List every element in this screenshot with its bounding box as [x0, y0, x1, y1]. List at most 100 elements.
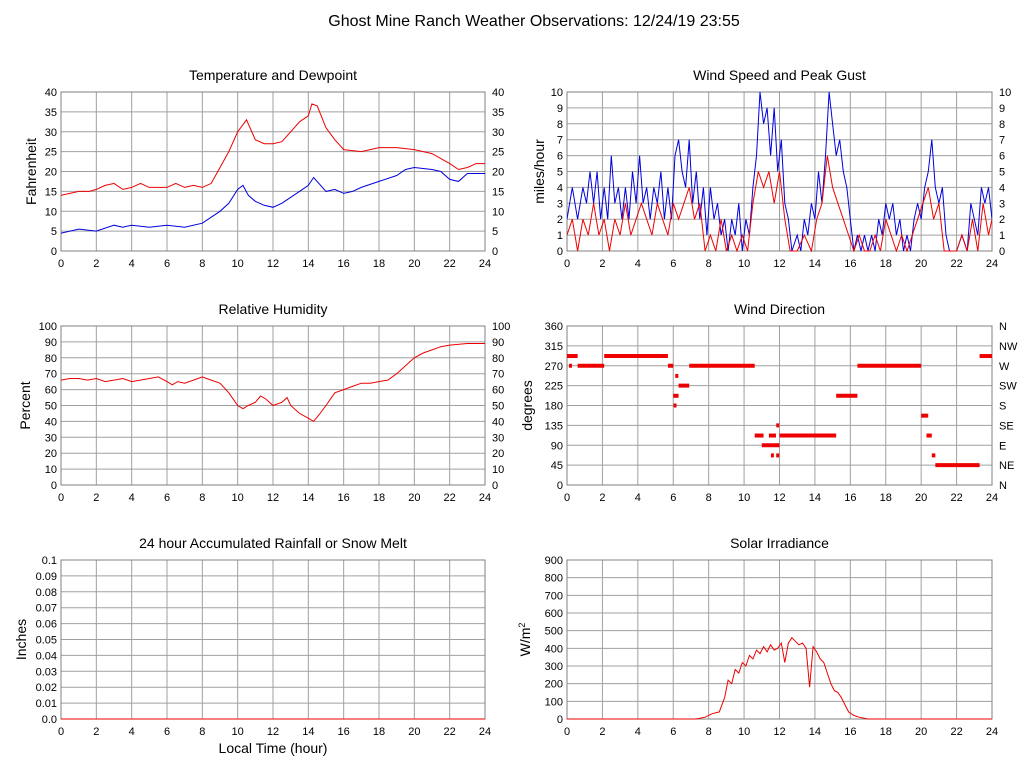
series-line-1 — [567, 636, 992, 720]
right-y-tick-label: 40 — [492, 416, 504, 428]
y-tick-label: 70 — [45, 369, 57, 381]
y-axis-label: miles/hour — [531, 139, 547, 204]
x-tick-label: 6 — [164, 492, 170, 504]
x-tick-label: 22 — [950, 258, 962, 270]
y-tick-label: 30 — [45, 432, 57, 444]
chart-panel-5: 24 hour Accumulated Rainfall or Snow Mel… — [13, 535, 491, 738]
y-tick-label: 0.02 — [36, 682, 57, 694]
y-tick-label: 0.1 — [42, 555, 57, 567]
x-tick-label: 0 — [564, 258, 570, 270]
x-tick-label: 10 — [738, 258, 750, 270]
right-y-tick-label: 0 — [492, 480, 498, 492]
right-y-tick-label: 100 — [492, 321, 510, 333]
x-tick-label: 14 — [302, 726, 314, 738]
x-tick-label: 8 — [706, 492, 712, 504]
y-tick-label: 3 — [557, 198, 563, 210]
wind-direction-point — [776, 423, 780, 428]
x-tick-label: 12 — [267, 492, 279, 504]
x-tick-label: 6 — [164, 726, 170, 738]
x-tick-label: 20 — [408, 726, 420, 738]
right-y-tick-label: 20 — [492, 167, 504, 179]
x-tick-label: 18 — [373, 258, 385, 270]
x-tick-label: 22 — [950, 492, 962, 504]
right-y-tick-label: 0 — [999, 246, 1005, 258]
right-y-tick-label: 90 — [492, 337, 504, 349]
x-tick-label: 12 — [773, 726, 785, 738]
right-y-tick-label: 50 — [492, 401, 504, 413]
wind-direction-point — [675, 373, 679, 378]
x-tick-label: 14 — [809, 726, 821, 738]
y-tick-label: 400 — [545, 643, 563, 655]
y-axis-label: W/m2 — [517, 623, 533, 657]
page-title: Ghost Mine Ranch Weather Observations: 1… — [328, 13, 740, 30]
x-tick-label: 2 — [93, 492, 99, 504]
y-tick-label: 315 — [545, 341, 563, 353]
y-tick-label: 0 — [557, 480, 563, 492]
y-tick-label: 60 — [45, 385, 57, 397]
x-tick-label: 14 — [302, 492, 314, 504]
x-tick-label: 4 — [635, 258, 641, 270]
x-tick-label: 16 — [844, 726, 856, 738]
x-tick-label: 6 — [670, 492, 676, 504]
x-tick-label: 10 — [232, 492, 244, 504]
y-tick-label: 360 — [545, 321, 563, 333]
y-tick-label: 0 — [557, 714, 563, 726]
right-y-tick-label: 15 — [492, 186, 504, 198]
chart-title: Temperature and Dewpoint — [189, 67, 357, 83]
x-tick-label: 8 — [706, 258, 712, 270]
y-tick-label: 0.06 — [36, 619, 57, 631]
plot-frame — [60, 325, 486, 486]
plot-area — [61, 343, 485, 423]
y-tick-label: 9 — [557, 103, 563, 115]
right-y-tick-label: N — [999, 480, 1007, 492]
y-tick-label: 0.03 — [36, 666, 57, 678]
x-tick-label: 4 — [635, 492, 641, 504]
y-tick-label: 35 — [45, 107, 57, 119]
y-tick-label: 5 — [557, 167, 563, 179]
y-tick-label: 20 — [45, 448, 57, 460]
y-axis-label: Percent — [17, 381, 33, 429]
y-tick-label: 90 — [45, 337, 57, 349]
x-tick-label: 12 — [267, 258, 279, 270]
x-tick-label: 16 — [338, 726, 350, 738]
right-y-tick-label: SW — [999, 381, 1017, 393]
x-tick-label: 8 — [199, 492, 205, 504]
right-y-tick-label: 10 — [999, 87, 1011, 99]
y-tick-label: 180 — [545, 401, 563, 413]
y-tick-label: 1 — [557, 230, 563, 242]
y-tick-label: 50 — [45, 401, 57, 413]
chart-title: Relative Humidity — [219, 301, 328, 317]
x-tick-label: 20 — [915, 726, 927, 738]
y-tick-label: 4 — [557, 182, 563, 194]
x-tick-label: 12 — [773, 492, 785, 504]
x-tick-label: 16 — [338, 492, 350, 504]
right-y-tick-label: N — [999, 321, 1007, 333]
x-axis-title: Local Time (hour) — [219, 740, 328, 756]
wind-direction-point — [569, 363, 573, 368]
x-tick-label: 16 — [844, 258, 856, 270]
plot-frame — [566, 91, 993, 252]
y-tick-label: 0 — [51, 480, 57, 492]
right-y-tick-label: 5 — [492, 226, 498, 238]
y-tick-label: 6 — [557, 151, 563, 163]
x-tick-label: 8 — [199, 726, 205, 738]
right-y-tick-label: W — [999, 361, 1010, 373]
x-tick-label: 4 — [129, 492, 135, 504]
y-tick-label: 200 — [545, 679, 563, 691]
x-tick-label: 20 — [408, 492, 420, 504]
right-y-tick-label: 3 — [999, 198, 1005, 210]
y-tick-label: 0 — [51, 246, 57, 258]
x-tick-label: 6 — [670, 726, 676, 738]
x-tick-label: 14 — [809, 258, 821, 270]
x-tick-label: 20 — [408, 258, 420, 270]
x-tick-label: 8 — [199, 258, 205, 270]
x-tick-label: 0 — [564, 492, 570, 504]
x-tick-label: 10 — [232, 726, 244, 738]
wind-direction-point — [673, 403, 677, 408]
y-tick-label: 25 — [45, 147, 57, 159]
x-tick-label: 12 — [773, 258, 785, 270]
